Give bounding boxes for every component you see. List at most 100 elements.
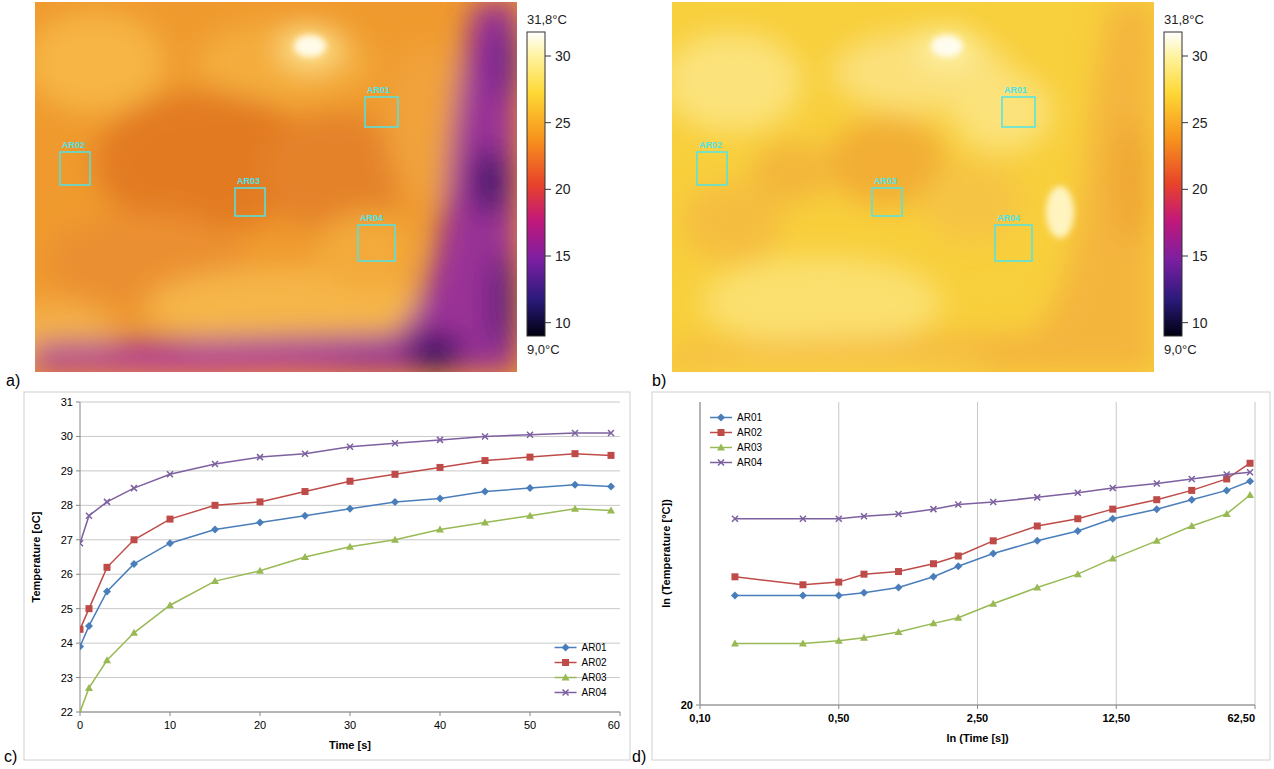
tick bbox=[440, 712, 441, 716]
point bbox=[799, 640, 807, 647]
point bbox=[211, 577, 219, 584]
roi-label: AR04 bbox=[360, 213, 383, 223]
point bbox=[1224, 471, 1230, 477]
point bbox=[1034, 523, 1041, 530]
tick-label: 24 bbox=[61, 637, 73, 649]
point bbox=[990, 499, 996, 505]
x-axis bbox=[700, 705, 1255, 706]
heat-blob bbox=[752, 142, 832, 202]
tick-label: 20 bbox=[254, 719, 266, 731]
point bbox=[571, 481, 579, 489]
tick bbox=[260, 712, 261, 716]
grid-line bbox=[700, 705, 1255, 706]
roi-label: AR02 bbox=[62, 140, 85, 150]
grid-line bbox=[80, 539, 620, 540]
point bbox=[131, 485, 137, 491]
hot-spot bbox=[1046, 186, 1074, 238]
tick-label: 23 bbox=[61, 672, 73, 684]
tick-label: 12,50 bbox=[1102, 712, 1130, 724]
panel-label: c) bbox=[4, 748, 17, 765]
point bbox=[835, 579, 842, 586]
grid-line bbox=[80, 470, 620, 471]
legend: AR01AR02AR03AR04 bbox=[710, 412, 762, 468]
legend-label: AR04 bbox=[582, 687, 607, 698]
point bbox=[1109, 506, 1116, 513]
point bbox=[732, 516, 738, 522]
point bbox=[607, 482, 615, 490]
heat-blob bbox=[489, 252, 517, 352]
series-line bbox=[735, 472, 1250, 519]
point bbox=[1189, 476, 1195, 482]
point bbox=[989, 600, 997, 607]
tick-label: 20 bbox=[681, 699, 693, 711]
point bbox=[256, 519, 264, 527]
colorbar-tick bbox=[545, 56, 551, 57]
y-axis bbox=[700, 402, 701, 705]
series-line bbox=[80, 454, 611, 630]
point bbox=[80, 540, 83, 546]
panel-label: a) bbox=[6, 372, 20, 389]
grid-line bbox=[700, 402, 701, 705]
chart: 200,100,502,5012,5062,50ln (Time [s])ln … bbox=[652, 392, 1270, 760]
legend-label: AR03 bbox=[737, 442, 762, 453]
point bbox=[80, 626, 84, 633]
colorbar-tick-label: 30 bbox=[555, 48, 571, 64]
colorbar-tick-label: 10 bbox=[1192, 315, 1208, 331]
point bbox=[85, 622, 93, 630]
point bbox=[835, 637, 843, 644]
point bbox=[85, 684, 93, 691]
colorbar-tick-label: 20 bbox=[1192, 181, 1208, 197]
point bbox=[103, 656, 111, 663]
tick bbox=[80, 712, 81, 716]
tick bbox=[977, 705, 978, 709]
background-region bbox=[35, 2, 517, 372]
grid-line bbox=[80, 436, 620, 437]
point bbox=[990, 537, 997, 544]
point bbox=[130, 560, 138, 568]
thermal-content bbox=[35, 2, 517, 372]
hot-glow bbox=[280, 28, 340, 68]
colorbar-tick bbox=[1182, 256, 1188, 257]
point bbox=[836, 516, 842, 522]
point bbox=[1223, 486, 1231, 494]
point bbox=[1033, 537, 1041, 545]
point bbox=[301, 553, 309, 560]
thermal-image: AR01AR02AR03AR04 bbox=[652, 2, 1154, 374]
heat-blob bbox=[952, 72, 1052, 152]
tick-label: 62,50 bbox=[1227, 712, 1255, 724]
point bbox=[954, 614, 962, 621]
colorbar-max: 31,8°C bbox=[1164, 12, 1204, 27]
y-axis-title: ln (Temperature [°C]) bbox=[660, 499, 672, 608]
colorbar-tick bbox=[545, 189, 551, 190]
tick-label: 25 bbox=[61, 603, 73, 615]
point bbox=[166, 539, 174, 547]
point bbox=[392, 471, 399, 478]
colorbar bbox=[1164, 32, 1182, 336]
point bbox=[212, 502, 219, 509]
point bbox=[1033, 583, 1041, 590]
tick bbox=[76, 402, 80, 403]
point bbox=[608, 430, 614, 436]
tick-label: 0 bbox=[77, 719, 83, 731]
x-axis bbox=[80, 712, 620, 713]
point bbox=[130, 629, 138, 636]
roi-label: AR01 bbox=[1004, 85, 1027, 95]
point bbox=[256, 567, 264, 574]
heat-blob bbox=[922, 162, 1022, 242]
colorbar-min: 9,0°C bbox=[1164, 342, 1197, 357]
point bbox=[572, 450, 579, 457]
point bbox=[166, 601, 174, 608]
plot-data bbox=[80, 430, 615, 712]
point bbox=[607, 507, 615, 514]
hot-glow bbox=[917, 28, 977, 68]
grid-line bbox=[80, 643, 620, 644]
point bbox=[104, 564, 111, 571]
tick-label: 26 bbox=[61, 568, 73, 580]
point bbox=[1188, 487, 1195, 494]
point bbox=[1109, 515, 1117, 523]
point bbox=[954, 562, 962, 570]
point bbox=[608, 452, 615, 459]
legend-marker bbox=[562, 644, 570, 652]
point bbox=[799, 592, 807, 600]
point bbox=[437, 437, 443, 443]
